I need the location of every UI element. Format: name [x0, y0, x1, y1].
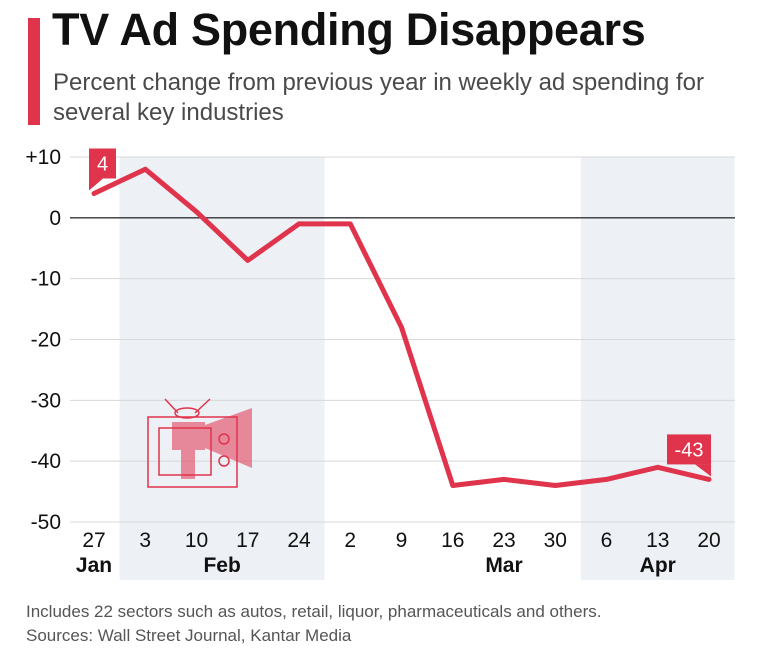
x-tick-label: 27 — [82, 529, 105, 552]
month-label: Mar — [485, 554, 522, 577]
y-tick-label: 0 — [49, 207, 61, 230]
x-tick-label: 3 — [139, 529, 151, 552]
x-tick-label: 20 — [697, 529, 720, 552]
y-axis-labels: +10 0 -10 -20 -30 -40 -50 — [25, 146, 61, 534]
gridlines — [70, 156, 735, 523]
y-tick-label: -40 — [31, 450, 61, 473]
x-tick-label: 9 — [396, 529, 408, 552]
title-accent-bar — [28, 18, 40, 125]
x-tick-label: 6 — [601, 529, 613, 552]
month-labels: Jan Feb Mar Apr — [76, 554, 676, 577]
line-chart: +10 0 -10 -20 -30 -40 -50 27 3 10 17 24 2 9 16 23 30 6 13… — [25, 146, 735, 580]
data-label-text: 4 — [97, 154, 108, 176]
chart-subtitle: Percent change from previous year in wee… — [53, 69, 705, 126]
month-label: Apr — [640, 554, 676, 577]
series-line — [91, 166, 712, 488]
chart-title: TV Ad Spending Disappears — [52, 4, 646, 55]
y-tick-label: -20 — [31, 329, 61, 352]
month-label: Jan — [76, 554, 112, 577]
data-label-text: -43 — [675, 439, 704, 461]
x-tick-label: 16 — [441, 529, 464, 552]
x-tick-label: 24 — [287, 529, 311, 552]
tv-megaphone-icon — [147, 398, 252, 488]
x-tick-label: 10 — [185, 529, 208, 552]
x-tick-label: 17 — [236, 529, 259, 552]
data-callouts: 4 -43 — [89, 148, 711, 477]
y-tick-label: -10 — [31, 268, 61, 291]
month-label: Feb — [203, 554, 240, 577]
x-tick-label: 13 — [646, 529, 669, 552]
x-tick-label: 23 — [492, 529, 515, 552]
footnote-note: Includes 22 sectors such as autos, retai… — [26, 602, 602, 621]
footnote: Includes 22 sectors such as autos, retai… — [26, 600, 601, 648]
y-tick-label: -30 — [31, 389, 61, 412]
shaded-band — [119, 157, 325, 580]
x-tick-label: 2 — [344, 529, 356, 552]
footnote-source: Sources: Wall Street Journal, Kantar Med… — [26, 626, 352, 645]
x-axis-labels: 27 3 10 17 24 2 9 16 23 30 6 13 20 — [82, 529, 720, 552]
x-tick-label: 30 — [544, 529, 567, 552]
y-tick-label: -50 — [31, 511, 61, 534]
data-label: -43 — [667, 434, 711, 477]
data-label: 4 — [89, 148, 116, 191]
shaded-band — [580, 157, 735, 580]
y-tick-label: +10 — [25, 146, 61, 169]
shaded-bands — [119, 157, 735, 580]
